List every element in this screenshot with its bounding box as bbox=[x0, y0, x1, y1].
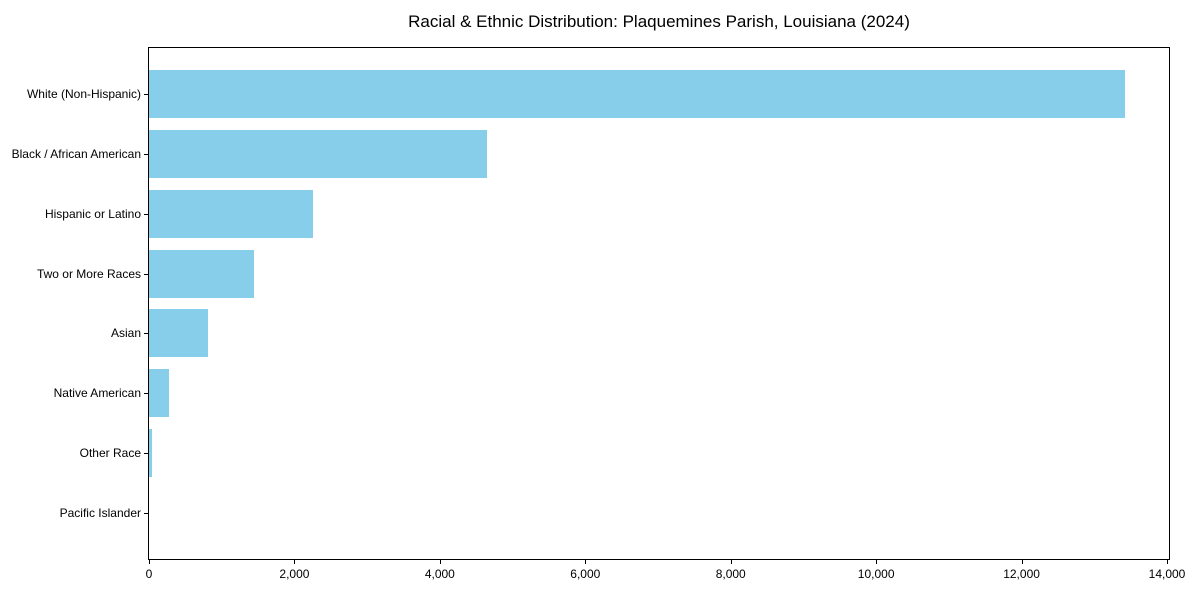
x-tick-mark bbox=[730, 559, 732, 564]
bar-other-race bbox=[149, 429, 152, 477]
y-tick-mark bbox=[144, 333, 148, 335]
y-tick-mark bbox=[144, 94, 148, 96]
x-tick-mark bbox=[294, 559, 296, 564]
y-tick-mark bbox=[144, 273, 148, 275]
y-tick-mark bbox=[144, 452, 148, 454]
x-tick-label: 14,000 bbox=[1148, 567, 1186, 581]
x-tick-mark bbox=[149, 559, 150, 564]
y-axis-label: Two or More Races bbox=[36, 266, 141, 281]
chart-title: Racial & Ethnic Distribution: Plaquemine… bbox=[408, 12, 910, 31]
bar-hispanic-or-latino bbox=[149, 189, 313, 238]
x-tick-mark bbox=[1167, 559, 1168, 564]
x-tick-label: 6,000 bbox=[570, 567, 601, 581]
x-tick-label: 8,000 bbox=[715, 567, 746, 581]
x-tick-mark bbox=[585, 559, 587, 564]
y-tick-mark bbox=[144, 512, 148, 514]
x-tick-mark bbox=[1021, 559, 1023, 564]
y-axis-label: White (Non-Hispanic) bbox=[26, 87, 141, 102]
y-axis-label: Black / African American bbox=[11, 147, 141, 162]
x-tick-label: 0 bbox=[145, 567, 153, 581]
y-tick-mark bbox=[144, 393, 148, 395]
y-axis-label: Asian bbox=[110, 326, 141, 341]
y-axis-label: Hispanic or Latino bbox=[44, 206, 141, 221]
bar-white-non-hispanic bbox=[149, 70, 1126, 119]
x-tick-label: 2,000 bbox=[279, 567, 310, 581]
y-axis-label: Native American bbox=[53, 386, 141, 401]
bar-asian bbox=[149, 309, 208, 358]
bar-black-african-american bbox=[149, 130, 488, 178]
x-tick-label: 10,000 bbox=[857, 567, 895, 581]
y-axis-label: Other Race bbox=[79, 445, 141, 460]
x-tick-label: 4,000 bbox=[424, 567, 455, 581]
plot-area bbox=[148, 47, 1170, 560]
bar-native-american bbox=[149, 369, 169, 418]
y-tick-mark bbox=[144, 154, 148, 156]
y-tick-mark bbox=[144, 213, 148, 215]
x-tick-label: 12,000 bbox=[1003, 567, 1040, 581]
bar-two-or-more-races bbox=[149, 249, 254, 298]
x-tick-mark bbox=[876, 559, 878, 564]
y-axis-label: Pacific Islander bbox=[59, 505, 141, 520]
x-tick-mark bbox=[439, 559, 441, 564]
